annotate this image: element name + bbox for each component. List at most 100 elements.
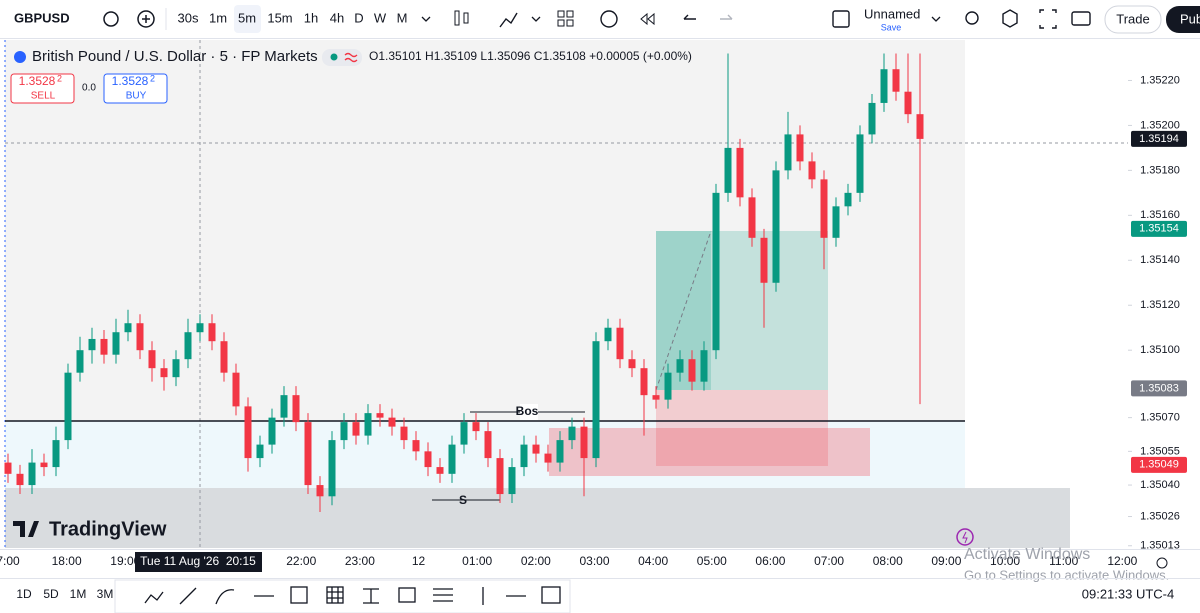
range[interactable]: 5D <box>43 587 59 601</box>
interval[interactable]: D <box>354 10 363 25</box>
layout-dropdown[interactable] <box>931 16 941 22</box>
sell-pip[interactable]: 2 <box>57 73 62 83</box>
range[interactable]: 1M <box>70 587 87 601</box>
candle-body <box>28 462 36 486</box>
layouts-icon[interactable] <box>557 10 574 27</box>
range[interactable]: 3M <box>97 587 114 601</box>
interval[interactable]: 1h <box>304 10 318 25</box>
chart-type-icon-b <box>463 12 469 24</box>
symbol[interactable]: GBPUSD <box>14 10 70 25</box>
interval[interactable]: 15m <box>267 10 292 25</box>
alert-add-icon[interactable] <box>600 10 618 28</box>
publish-label[interactable]: Pub <box>1180 11 1200 26</box>
redo-icon[interactable] <box>720 14 733 20</box>
replay-icon[interactable] <box>640 12 655 26</box>
candle-body <box>592 341 600 459</box>
snapshot-icon[interactable] <box>1071 11 1091 26</box>
candle-body <box>544 453 552 463</box>
s-label: S <box>459 493 467 507</box>
y-tick-label: 1.35055 <box>1140 445 1180 457</box>
y-tick-label: 1.35026 <box>1140 510 1180 522</box>
candle-body <box>664 372 672 400</box>
candle-body <box>4 462 12 474</box>
candle-body <box>628 359 636 369</box>
candle-body <box>844 192 852 207</box>
indicators-dropdown[interactable] <box>531 16 541 22</box>
spread: 0.0 <box>82 83 96 94</box>
interval[interactable]: M <box>397 10 408 25</box>
y-tick-label: 1.35200 <box>1140 119 1180 131</box>
event-icon[interactable] <box>956 528 974 546</box>
undo-icon[interactable] <box>683 14 696 20</box>
chart-type-icon[interactable] <box>454 10 460 26</box>
x-tick-label: 02:00 <box>521 554 551 568</box>
buy-pip[interactable]: 2 <box>150 73 155 83</box>
candle-body <box>604 327 612 342</box>
candle-body <box>52 440 60 468</box>
y-tick-label: 1.35070 <box>1140 412 1180 424</box>
candle-body <box>904 91 912 115</box>
top-toolbar <box>0 0 1200 38</box>
candle-body <box>640 368 648 396</box>
interval[interactable]: W <box>374 10 387 25</box>
layout-name[interactable]: Unnamed <box>864 6 920 21</box>
buy-label[interactable]: BUY <box>126 91 147 102</box>
candle-body <box>424 451 432 468</box>
fullscreen-icon[interactable] <box>1039 9 1057 29</box>
interval[interactable]: 5m <box>238 10 256 25</box>
settings-icon[interactable] <box>1002 9 1018 28</box>
layout-checkbox[interactable] <box>832 10 850 28</box>
axis-settings[interactable] <box>1156 557 1168 569</box>
candle-body <box>112 332 120 355</box>
candle-body <box>616 327 624 360</box>
indicators-icon[interactable] <box>499 12 518 28</box>
trade-button[interactable] <box>1104 5 1162 34</box>
candle-body <box>16 473 24 486</box>
trade-label[interactable]: Trade <box>1116 11 1149 26</box>
candle-body <box>808 161 816 180</box>
interval[interactable]: 1m <box>209 10 227 25</box>
sell-button[interactable] <box>10 73 75 104</box>
alert-icon[interactable] <box>103 11 119 27</box>
x-tick-label: 09:00 <box>931 554 961 568</box>
buy-price[interactable]: 1.3528 <box>112 74 149 88</box>
compare-plus <box>142 15 150 23</box>
candle-body <box>460 422 468 445</box>
candle-body <box>688 359 696 382</box>
symbol-title: British Pound / U.S. Dollar · 5 · FP Mar… <box>32 48 318 65</box>
interval[interactable]: 4h <box>330 10 344 25</box>
candle-body <box>892 69 900 92</box>
drawing-tools[interactable] <box>144 586 561 605</box>
candle-body <box>364 413 372 436</box>
candle-body <box>400 426 408 441</box>
sell-price[interactable]: 1.3528 <box>19 74 56 88</box>
candle-body <box>184 332 192 360</box>
compare-icon[interactable] <box>137 10 155 28</box>
candle-body <box>64 372 72 441</box>
price-tag <box>1131 220 1187 237</box>
candle-body <box>340 422 348 441</box>
buy-button[interactable] <box>103 73 168 104</box>
candle-body <box>556 440 564 463</box>
interval-dropdown[interactable] <box>421 16 431 22</box>
x-tick-label: 22:00 <box>286 554 316 568</box>
range[interactable]: 1D <box>16 587 32 601</box>
y-tick-label: 1.35160 <box>1140 209 1180 221</box>
sell-label[interactable]: SELL <box>31 91 56 102</box>
layout-status[interactable]: Save <box>881 22 902 32</box>
candle-body <box>388 417 396 427</box>
price-tag-label: 1.35049 <box>1139 459 1179 471</box>
candle-body <box>436 467 444 474</box>
candle-body <box>496 458 504 495</box>
candle-body <box>124 323 132 333</box>
interval[interactable]: 30s <box>178 10 199 25</box>
search-icon[interactable] <box>965 11 979 25</box>
candle-body <box>724 147 732 193</box>
candle-body <box>760 237 768 283</box>
y-tick-label: 1.35100 <box>1140 344 1180 356</box>
crosshair-time: Tue 11 Aug '26 20:15 <box>140 554 256 568</box>
support-zone <box>5 488 1070 548</box>
clock: 09:21:33 UTC-4 <box>1082 586 1175 601</box>
order-block <box>549 428 870 476</box>
publish-button[interactable] <box>1166 6 1200 33</box>
